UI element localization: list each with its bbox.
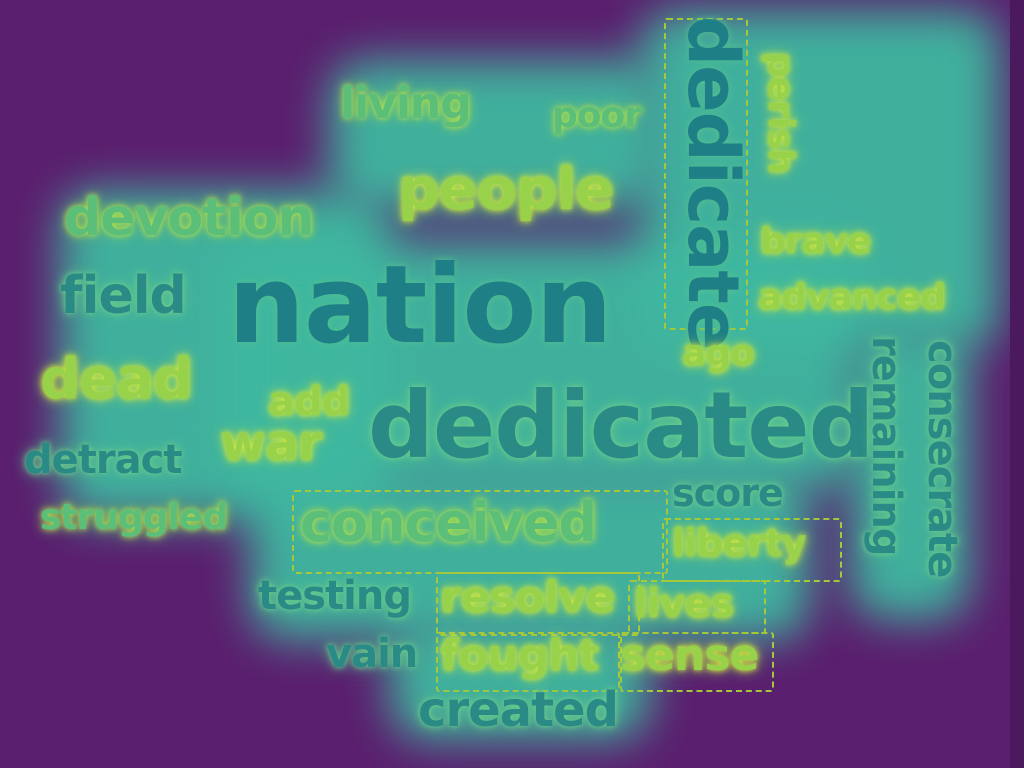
word-sense: sense xyxy=(620,630,759,681)
word-created: created xyxy=(418,682,619,738)
word-devotion: devotion xyxy=(64,188,315,248)
word-remaining: remaining xyxy=(863,336,909,556)
word-poor: poor xyxy=(552,95,642,136)
word-struggled: struggled xyxy=(40,497,228,538)
word-lives: lives xyxy=(634,581,734,627)
highlight-box-fought xyxy=(436,632,620,692)
word-conceived: conceived xyxy=(300,491,597,554)
word-field: field xyxy=(60,266,187,326)
word-add: add xyxy=(268,379,350,425)
word-nation: nation xyxy=(228,243,612,368)
word-vain: vain xyxy=(326,631,418,677)
word-war: war xyxy=(220,414,323,472)
word-fought: fought xyxy=(440,630,600,681)
glow-halo-lower xyxy=(250,470,810,640)
right-edge-strip xyxy=(1010,0,1024,768)
word-detract: detract xyxy=(24,437,182,483)
highlight-box-resolve xyxy=(436,572,640,636)
word-perish: perish xyxy=(760,52,801,174)
word-brave: brave xyxy=(760,221,872,262)
glow-halo-top xyxy=(330,60,660,210)
word-testing: testing xyxy=(258,573,412,619)
word-ago: ago xyxy=(682,333,755,374)
word-liberty: liberty xyxy=(672,521,807,565)
glow-halo-bottom xyxy=(390,620,650,740)
word-dead: dead xyxy=(40,347,193,412)
word-consecrate: consecrate xyxy=(919,340,965,578)
word-score: score xyxy=(672,471,784,515)
highlight-box-lives xyxy=(628,580,766,634)
word-living: living xyxy=(340,78,472,129)
glow-halo-center xyxy=(220,240,860,490)
glow-halo-far-right xyxy=(850,330,970,620)
word-dedicated: dedicated xyxy=(368,372,874,479)
word-resolve: resolve xyxy=(440,572,616,623)
word-people: people xyxy=(398,155,614,223)
highlight-box-dedicate xyxy=(664,18,748,330)
word-advanced: advanced xyxy=(758,277,946,318)
word-dedicate: dedicate xyxy=(672,16,754,350)
